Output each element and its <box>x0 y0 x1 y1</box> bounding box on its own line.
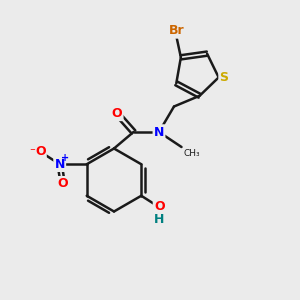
Text: N: N <box>55 158 65 171</box>
Text: N: N <box>154 125 164 139</box>
Text: CH₃: CH₃ <box>184 149 200 158</box>
Text: H: H <box>154 213 164 226</box>
Text: +: + <box>61 153 69 163</box>
Text: O: O <box>154 200 165 213</box>
Text: O: O <box>112 107 122 120</box>
Text: ⁻: ⁻ <box>29 147 35 157</box>
Text: O: O <box>57 177 68 190</box>
Text: S: S <box>220 71 229 84</box>
Text: O: O <box>35 145 46 158</box>
Text: Br: Br <box>169 24 184 38</box>
